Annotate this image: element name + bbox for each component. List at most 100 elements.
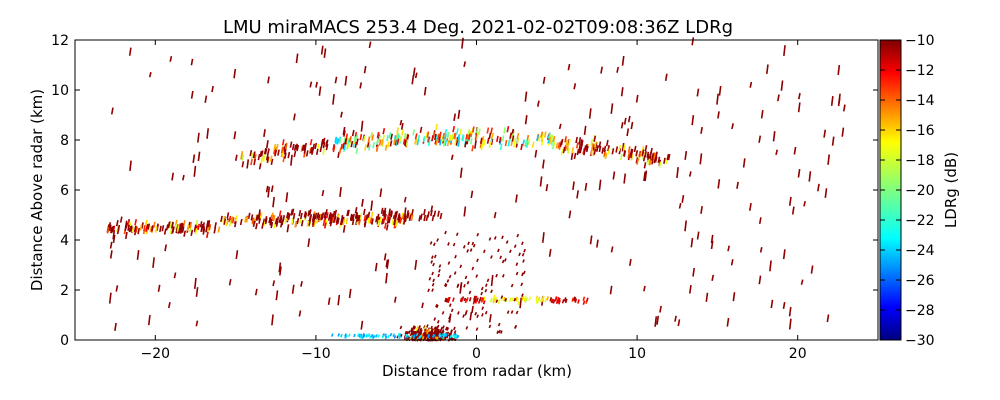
- radar-gate: [469, 311, 473, 321]
- radar-gate: [438, 334, 442, 338]
- radar-gate: [320, 45, 324, 55]
- radar-gate: [315, 81, 318, 88]
- radar-gate: [425, 328, 428, 333]
- radar-gate: [468, 297, 472, 302]
- radar-gate: [759, 247, 763, 253]
- radar-gate: [272, 280, 276, 287]
- radar-gate: [280, 146, 284, 154]
- radar-gate: [279, 266, 282, 276]
- radar-gate: [383, 207, 387, 214]
- radar-gate: [263, 129, 266, 137]
- radar-gate: [524, 139, 528, 146]
- radar-gate: [542, 295, 545, 300]
- radar-gate: [189, 221, 193, 229]
- radar-gate: [382, 209, 385, 217]
- radar-gate: [620, 122, 624, 129]
- radar-gate: [296, 144, 300, 152]
- radar-gate: [414, 138, 418, 145]
- radar-gate: [651, 154, 654, 161]
- radar-gate: [377, 334, 381, 338]
- radar-gate: [546, 296, 549, 301]
- radar-gate: [381, 218, 384, 225]
- radar-gate: [388, 216, 391, 224]
- radar-gate: [627, 146, 631, 153]
- radar-gate: [772, 131, 776, 142]
- radar-gate: [580, 143, 583, 150]
- radar-gate: [444, 139, 448, 147]
- radar-gate: [585, 145, 589, 153]
- radar-gate: [356, 333, 360, 337]
- radar-gate: [504, 258, 507, 262]
- radar-gate: [269, 155, 273, 162]
- radar-gate: [791, 206, 795, 215]
- radar-gate: [354, 141, 358, 148]
- radar-gate: [344, 138, 347, 145]
- radar-gate: [226, 212, 230, 219]
- radar-gate: [357, 214, 361, 222]
- radar-gate: [692, 267, 696, 277]
- radar-gate: [469, 248, 473, 252]
- radar-gate: [471, 266, 475, 271]
- radar-gate: [416, 333, 420, 338]
- radar-gate: [412, 67, 416, 77]
- radar-gate: [453, 330, 457, 334]
- radar-gate: [548, 248, 552, 257]
- radar-gate: [691, 115, 695, 126]
- radar-gate: [558, 123, 562, 130]
- radar-gate: [353, 333, 356, 338]
- radar-gate: [359, 334, 362, 339]
- radar-gate: [223, 218, 227, 225]
- radar-gate: [385, 272, 388, 284]
- radar-gate: [169, 221, 173, 229]
- radar-gate: [593, 148, 597, 155]
- radar-gate: [182, 220, 186, 227]
- radar-gate: [453, 334, 456, 339]
- radar-gate: [598, 145, 602, 153]
- radar-gate: [421, 302, 424, 309]
- radar-gate: [419, 213, 423, 220]
- radar-gate: [736, 181, 739, 189]
- radar-gate: [549, 297, 553, 302]
- radar-gate: [270, 185, 274, 193]
- radar-gate: [423, 214, 427, 222]
- radar-gate: [467, 128, 471, 136]
- radar-gate: [775, 149, 779, 155]
- radar-gate: [330, 333, 334, 337]
- radar-gate: [490, 274, 494, 287]
- radar-gate: [470, 190, 474, 199]
- radar-gate: [730, 259, 734, 266]
- radar-gate: [389, 210, 393, 217]
- radar-gate: [367, 211, 371, 218]
- radar-gate: [149, 225, 153, 232]
- radar-gate: [497, 299, 501, 304]
- radar-gate: [481, 313, 484, 317]
- radar-gate: [423, 335, 427, 339]
- radar-gate: [377, 219, 381, 226]
- radar-gate: [338, 147, 342, 154]
- radar-gate: [404, 215, 408, 223]
- radar-gate: [425, 324, 429, 328]
- radar-gate: [644, 145, 648, 152]
- radar-gate: [382, 216, 386, 223]
- radar-gate: [488, 324, 492, 329]
- radar-gate: [837, 64, 841, 76]
- radar-gate: [500, 330, 503, 334]
- radar-gate: [466, 280, 470, 285]
- radar-gate: [456, 283, 460, 288]
- radar-gate: [607, 145, 610, 152]
- radar-gate: [279, 216, 283, 224]
- radar-gate: [454, 254, 457, 259]
- radar-gate: [372, 335, 375, 340]
- radar-gate: [355, 147, 359, 155]
- radar-gate: [304, 212, 308, 219]
- radar-gate: [769, 260, 772, 272]
- radar-gate: [630, 154, 634, 161]
- radar-gate: [452, 125, 456, 133]
- radar-gate: [453, 326, 456, 331]
- radar-gate: [780, 80, 784, 91]
- radar-gate: [571, 147, 575, 154]
- radar-gate: [496, 330, 500, 335]
- radar-gate: [247, 212, 251, 220]
- radar-gate: [396, 138, 400, 145]
- radar-gate: [393, 218, 396, 226]
